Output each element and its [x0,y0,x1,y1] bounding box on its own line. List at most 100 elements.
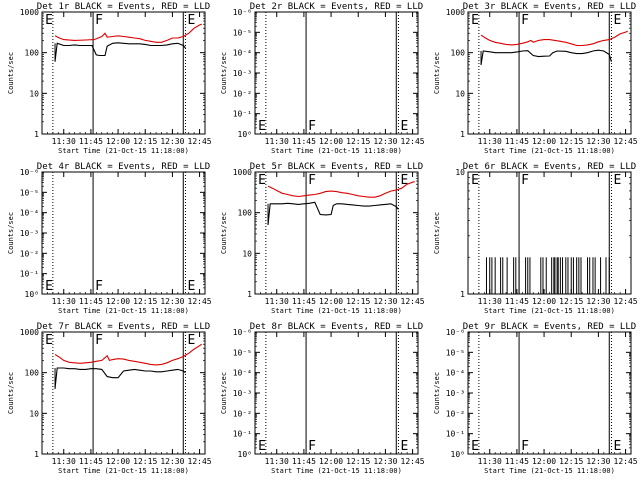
y-tick-label: 10⁻² [20,249,39,258]
lld-series-line [54,23,202,43]
y-tick-label: 10⁻⁵ [233,348,252,357]
interval-marker: E [401,439,409,454]
y-tick-label: 10⁻⁶ [446,328,465,337]
x-axis-label: Start Time (21-Oct-15 11:18:00) [58,307,189,315]
y-axis-label: Counts/sec [220,212,228,254]
x-tick-label: 11:30 [265,457,289,466]
y-tick-label: 1000 [233,168,252,177]
x-axis-label: Start Time (21-Oct-15 11:18:00) [271,307,402,315]
x-tick-label: 11:45 [292,137,316,146]
chart-title: Det 4r BLACK = Events, RED = LLD [37,162,210,172]
interval-marker: F [308,173,316,188]
plot-frame [467,171,632,295]
detector-panel-3: Det 3r BLACK = Events, RED = LLD 1 10 100 10… [426,0,639,160]
x-tick-label: 12:15 [133,297,157,306]
y-tick-label: 10⁻¹ [233,110,252,119]
interval-marker: F [521,13,529,28]
detector-panel-8: Det 8r BLACK = Events, RED = LLD 10⁰ 10⁻¹ 1… [213,320,426,480]
x-tick-label: 12:45 [614,297,638,306]
interval-marker: E [614,173,622,188]
x-tick-label: 12:00 [532,297,556,306]
x-tick-label: 12:45 [188,297,212,306]
interval-marker: E [188,279,196,294]
x-axis-label: Start Time (21-Oct-15 11:18:00) [271,147,402,155]
lld-series-line [480,30,628,47]
x-tick-label: 11:30 [52,297,76,306]
y-axis-label: Counts/sec [433,212,441,254]
y-tick-label: 10 [29,89,39,98]
plot-frame [41,331,206,455]
x-tick-label: 12:30 [160,137,184,146]
x-tick-label: 12:45 [401,137,425,146]
chart-title: Det 5r BLACK = Events, RED = LLD [250,162,423,172]
interval-marker: F [308,119,316,134]
y-tick-label: 10⁻³ [233,389,252,398]
x-tick-label: 11:45 [292,297,316,306]
x-tick-label: 11:30 [52,457,76,466]
interval-marker: F [95,13,103,28]
plot-frame [467,331,632,455]
interval-marker: F [521,439,529,454]
x-tick-label: 12:30 [586,297,610,306]
interval-marker: F [95,279,103,294]
x-tick-label: 12:45 [614,457,638,466]
x-tick-label: 12:45 [188,137,212,146]
interval-marker: E [45,13,53,28]
y-tick-label: 10⁻⁴ [233,369,252,378]
x-tick-label: 12:15 [346,457,370,466]
x-tick-label: 12:30 [373,457,397,466]
detector-panel-7: Det 7r BLACK = Events, RED = LLD 1 10 100 10… [0,320,213,480]
interval-marker: E [258,439,266,454]
detector-panel-1: Det 1r BLACK = Events, RED = LLD 1 10 100 10… [0,0,213,160]
x-tick-label: 11:45 [505,297,529,306]
interval-marker: E [45,333,53,348]
interval-marker: F [308,439,316,454]
y-tick-label: 1000 [20,328,39,337]
y-tick-label: 100 [25,49,40,58]
x-tick-label: 12:45 [188,457,212,466]
y-tick-label: 10⁻⁴ [233,49,252,58]
chart-title: Det 8r BLACK = Events, RED = LLD [250,322,423,332]
y-tick-label: 10⁻³ [20,229,39,238]
y-axis-label: Counts/sec [220,372,228,414]
x-tick-label: 11:45 [79,137,103,146]
x-tick-label: 12:45 [401,457,425,466]
y-tick-label: 10⁻¹ [20,270,39,279]
y-tick-label: 10⁻² [446,409,465,418]
interval-marker: E [471,173,479,188]
x-tick-label: 11:45 [292,457,316,466]
chart-svg: Det 8r BLACK = Events, RED = LLD 10⁰ 10⁻¹ 1… [220,322,425,475]
y-axis-label: Counts/sec [7,52,15,94]
interval-marker: E [188,333,196,348]
x-tick-label: 12:15 [559,137,583,146]
chart-title: Det 6r BLACK = Events, RED = LLD [463,162,636,172]
events-series-line [54,42,186,62]
plot-frame [254,11,419,135]
y-tick-label: 10⁻³ [446,389,465,398]
y-tick-label: 10⁻⁶ [233,8,252,17]
x-tick-label: 12:45 [614,137,638,146]
x-tick-label: 12:15 [346,297,370,306]
chart-svg: Det 2r BLACK = Events, RED = LLD 10⁰ 10⁻¹ 1… [220,2,425,155]
x-tick-label: 11:30 [265,297,289,306]
y-tick-label: 10 [455,168,465,177]
chart-title: Det 9r BLACK = Events, RED = LLD [463,322,636,332]
x-axis-label: Start Time (21-Oct-15 11:18:00) [58,467,189,475]
x-tick-label: 12:15 [133,137,157,146]
events-series-line [267,201,399,225]
y-tick-label: 10⁻⁴ [20,209,39,218]
x-tick-label: 12:00 [532,457,556,466]
x-tick-label: 12:00 [532,137,556,146]
x-tick-label: 12:15 [346,137,370,146]
x-tick-label: 12:15 [559,297,583,306]
x-tick-label: 12:00 [319,137,343,146]
y-tick-label: 10⁻⁴ [446,369,465,378]
x-tick-label: 12:15 [559,457,583,466]
x-tick-label: 12:00 [106,297,130,306]
y-tick-label: 10⁻⁵ [446,348,465,357]
x-tick-label: 11:45 [79,457,103,466]
events-series-line [54,367,186,389]
x-tick-label: 12:30 [373,137,397,146]
lld-series-line [267,181,415,198]
